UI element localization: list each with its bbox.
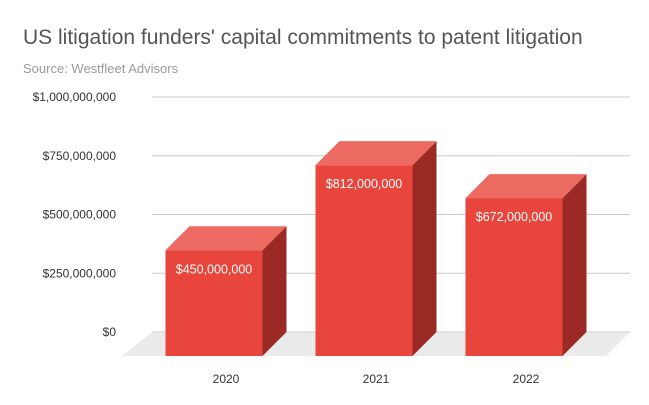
- y-tick-label: $250,000,000: [43, 266, 117, 280]
- bar: [315, 165, 413, 356]
- bar-side-face: [562, 174, 587, 356]
- bar-data-label: $672,000,000: [476, 210, 553, 224]
- x-tick-label: 2020: [213, 372, 240, 386]
- bar-data-label: $812,000,000: [326, 177, 403, 191]
- bar: [165, 250, 263, 356]
- y-tick-label: $750,000,000: [43, 149, 117, 163]
- chart-subtitle: Source: Westfleet Advisors: [23, 61, 179, 76]
- bar-top-face: [165, 226, 287, 251]
- y-tick-label: $500,000,000: [43, 208, 117, 222]
- y-tick-label: $0: [103, 325, 117, 339]
- y-tick-label: $1,000,000,000: [33, 90, 117, 104]
- bar-top-face: [465, 174, 587, 199]
- bar: [465, 198, 563, 356]
- x-tick-label: 2021: [363, 372, 390, 386]
- chart-title: US litigation funders' capital commitmen…: [23, 26, 583, 49]
- bar-side-face: [262, 226, 287, 356]
- bar-data-label: $450,000,000: [176, 262, 253, 276]
- bar-top-face: [315, 141, 437, 166]
- bar-side-face: [412, 141, 437, 356]
- x-tick-label: 2022: [513, 372, 540, 386]
